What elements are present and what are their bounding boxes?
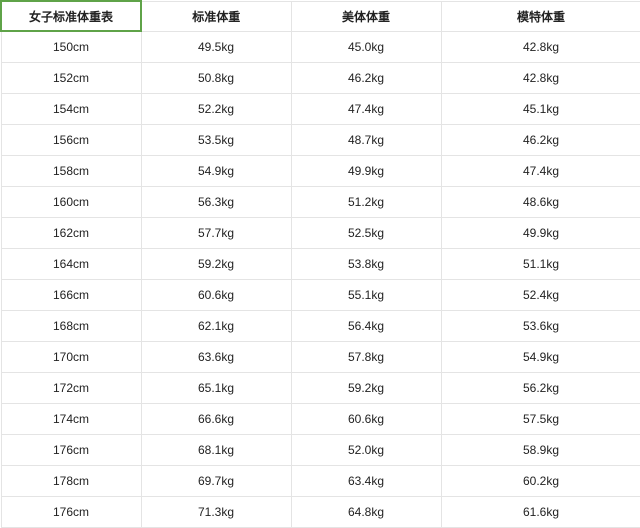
table-cell: 59.2kg: [141, 249, 291, 280]
col-header-standard: 标准体重: [141, 1, 291, 31]
table-cell: 154cm: [1, 94, 141, 125]
table-cell: 164cm: [1, 249, 141, 280]
table-cell: 52.2kg: [141, 94, 291, 125]
table-cell: 66.6kg: [141, 404, 291, 435]
table-cell: 52.5kg: [291, 218, 441, 249]
table-cell: 61.6kg: [441, 497, 640, 528]
table-cell: 50.8kg: [141, 63, 291, 94]
table-cell: 56.2kg: [441, 373, 640, 404]
table-cell: 172cm: [1, 373, 141, 404]
table-cell: 51.1kg: [441, 249, 640, 280]
table-cell: 64.8kg: [291, 497, 441, 528]
table-cell: 49.9kg: [291, 156, 441, 187]
table-cell: 168cm: [1, 311, 141, 342]
table-cell: 68.1kg: [141, 435, 291, 466]
table-row: 174cm66.6kg60.6kg57.5kg: [1, 404, 640, 435]
table-cell: 69.7kg: [141, 466, 291, 497]
table-cell: 48.6kg: [441, 187, 640, 218]
table-row: 168cm62.1kg56.4kg53.6kg: [1, 311, 640, 342]
table-cell: 156cm: [1, 125, 141, 156]
table-cell: 176cm: [1, 497, 141, 528]
table-cell: 162cm: [1, 218, 141, 249]
table-cell: 63.6kg: [141, 342, 291, 373]
table-cell: 53.6kg: [441, 311, 640, 342]
table-cell: 60.6kg: [291, 404, 441, 435]
table-cell: 54.9kg: [441, 342, 640, 373]
table-cell: 178cm: [1, 466, 141, 497]
table-row: 176cm68.1kg52.0kg58.9kg: [1, 435, 640, 466]
table-cell: 53.8kg: [291, 249, 441, 280]
table-row: 158cm54.9kg49.9kg47.4kg: [1, 156, 640, 187]
table-cell: 57.7kg: [141, 218, 291, 249]
table-cell: 47.4kg: [291, 94, 441, 125]
table-cell: 170cm: [1, 342, 141, 373]
table-row: 154cm52.2kg47.4kg45.1kg: [1, 94, 640, 125]
table-cell: 152cm: [1, 63, 141, 94]
table-cell: 65.1kg: [141, 373, 291, 404]
table-cell: 45.1kg: [441, 94, 640, 125]
table-cell: 150cm: [1, 31, 141, 63]
col-header-beauty: 美体体重: [291, 1, 441, 31]
table-row: 170cm63.6kg57.8kg54.9kg: [1, 342, 640, 373]
table-cell: 45.0kg: [291, 31, 441, 63]
table-cell: 49.9kg: [441, 218, 640, 249]
table-cell: 166cm: [1, 280, 141, 311]
table-cell: 55.1kg: [291, 280, 441, 311]
table-cell: 54.9kg: [141, 156, 291, 187]
table-cell: 59.2kg: [291, 373, 441, 404]
table-row: 178cm69.7kg63.4kg60.2kg: [1, 466, 640, 497]
table-cell: 56.3kg: [141, 187, 291, 218]
table-header-row: 女子标准体重表 标准体重 美体体重 模特体重: [1, 1, 640, 31]
table-cell: 158cm: [1, 156, 141, 187]
table-cell: 48.7kg: [291, 125, 441, 156]
weight-table: 女子标准体重表 标准体重 美体体重 模特体重 150cm49.5kg45.0kg…: [0, 0, 640, 528]
table-cell: 58.9kg: [441, 435, 640, 466]
table-row: 160cm56.3kg51.2kg48.6kg: [1, 187, 640, 218]
table-cell: 51.2kg: [291, 187, 441, 218]
col-header-height: 女子标准体重表: [1, 1, 141, 31]
table-row: 152cm50.8kg46.2kg42.8kg: [1, 63, 640, 94]
table-cell: 46.2kg: [441, 125, 640, 156]
table-cell: 42.8kg: [441, 63, 640, 94]
table-cell: 176cm: [1, 435, 141, 466]
table-row: 162cm57.7kg52.5kg49.9kg: [1, 218, 640, 249]
table-cell: 47.4kg: [441, 156, 640, 187]
table-cell: 63.4kg: [291, 466, 441, 497]
table-row: 166cm60.6kg55.1kg52.4kg: [1, 280, 640, 311]
table-cell: 56.4kg: [291, 311, 441, 342]
table-cell: 71.3kg: [141, 497, 291, 528]
table-cell: 46.2kg: [291, 63, 441, 94]
table-row: 150cm49.5kg45.0kg42.8kg: [1, 31, 640, 63]
table-row: 156cm53.5kg48.7kg46.2kg: [1, 125, 640, 156]
table-cell: 42.8kg: [441, 31, 640, 63]
table-cell: 49.5kg: [141, 31, 291, 63]
table-cell: 60.2kg: [441, 466, 640, 497]
table-cell: 53.5kg: [141, 125, 291, 156]
table-cell: 57.8kg: [291, 342, 441, 373]
table-cell: 52.0kg: [291, 435, 441, 466]
table-cell: 52.4kg: [441, 280, 640, 311]
table-row: 176cm71.3kg64.8kg61.6kg: [1, 497, 640, 528]
col-header-model: 模特体重: [441, 1, 640, 31]
table-cell: 160cm: [1, 187, 141, 218]
table-row: 172cm65.1kg59.2kg56.2kg: [1, 373, 640, 404]
table-cell: 174cm: [1, 404, 141, 435]
table-cell: 62.1kg: [141, 311, 291, 342]
table-body: 150cm49.5kg45.0kg42.8kg152cm50.8kg46.2kg…: [1, 31, 640, 528]
table-cell: 60.6kg: [141, 280, 291, 311]
table-row: 164cm59.2kg53.8kg51.1kg: [1, 249, 640, 280]
table-cell: 57.5kg: [441, 404, 640, 435]
